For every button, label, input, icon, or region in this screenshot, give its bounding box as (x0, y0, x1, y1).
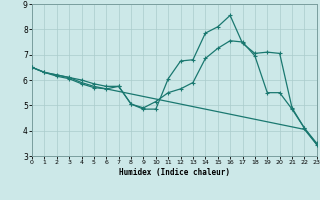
X-axis label: Humidex (Indice chaleur): Humidex (Indice chaleur) (119, 168, 230, 177)
